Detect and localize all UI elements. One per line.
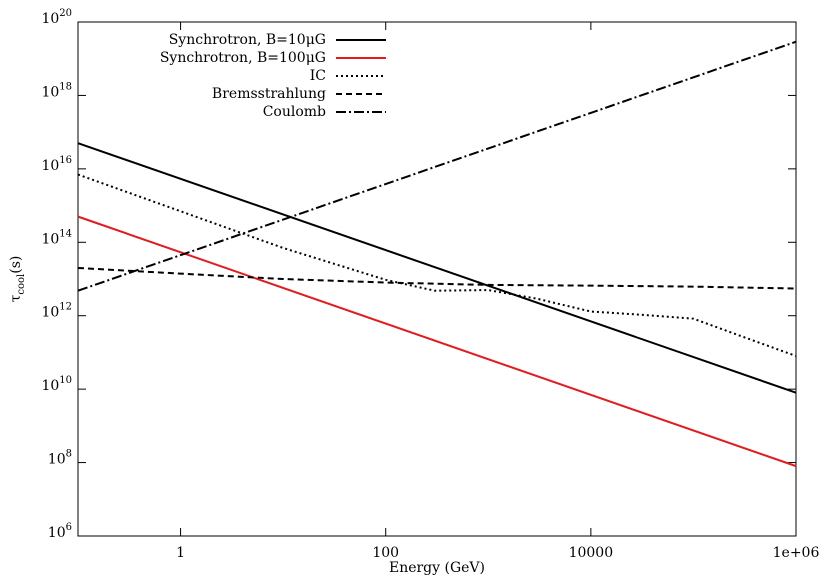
y-tick-label: 108 [48,449,72,468]
series-line [77,142,797,394]
y-tick-label: 1016 [41,155,72,174]
y-tick-label: 1014 [41,228,72,247]
series-line [77,215,797,468]
legend-label: IC [310,68,326,84]
legend-label: Coulomb [263,104,326,120]
series-line [77,173,797,357]
y-tick-label: 1018 [41,81,72,100]
plot-frame [77,21,797,537]
x-tick-label: 100 [372,545,399,561]
y-axis-title: τcool(s) [8,256,27,303]
legend-label: Bremsstrahlung [212,86,326,102]
series-line [77,40,797,292]
y-tick-label: 1020 [41,8,72,27]
legend-label: Synchrotron, B=10μG [169,32,326,48]
series-line [77,266,797,290]
legend-label: Synchrotron, B=100μG [160,50,326,66]
x-axis-title: Energy (GeV) [389,560,485,576]
x-tick-label: 1e+06 [773,545,820,561]
y-tick-label: 106 [48,522,72,541]
x-tick-label: 1 [176,545,185,561]
x-tick-label: 10000 [569,545,614,561]
y-tick-label: 1012 [41,302,72,321]
y-tick-label: 1010 [41,375,72,394]
